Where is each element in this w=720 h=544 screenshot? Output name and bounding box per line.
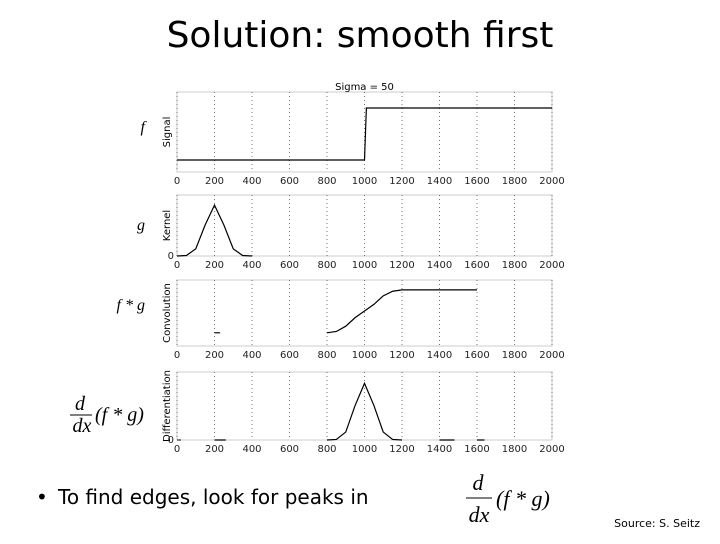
x-tick-label: 1800 xyxy=(502,444,527,455)
x-tick-label: 1600 xyxy=(464,176,489,187)
x-tick-label: 400 xyxy=(242,350,261,361)
signal-line xyxy=(214,289,477,334)
x-tick-label: 800 xyxy=(317,176,336,187)
x-tick-label: 1200 xyxy=(389,176,414,187)
plot-frame xyxy=(176,194,553,257)
x-tick-label: 1600 xyxy=(464,260,489,271)
x-tick-label: 200 xyxy=(205,176,224,187)
x-tick-label: 1800 xyxy=(502,176,527,187)
x-tick-label: 800 xyxy=(317,260,336,271)
x-tick-label: 0 xyxy=(174,444,180,455)
bullet-text: To find edges, look for peaks in xyxy=(57,485,369,509)
y-axis-label: Convolution xyxy=(162,283,173,343)
x-tick-label: 2000 xyxy=(539,350,564,361)
x-tick-label: 1800 xyxy=(502,350,527,361)
x-tick-label: 1200 xyxy=(389,444,414,455)
deriv-expr: (f * g) xyxy=(95,404,144,426)
bullet-expr: (f * g) xyxy=(496,486,550,511)
x-tick-label: 800 xyxy=(317,350,336,361)
x-tick-label: 1600 xyxy=(464,444,489,455)
deriv-den: dx xyxy=(73,415,92,437)
signal-line xyxy=(214,381,485,441)
y-axis-label: Kernel xyxy=(162,210,173,241)
side-label: f xyxy=(141,119,148,136)
x-tick-label: 2000 xyxy=(539,260,564,271)
side-label: f * g xyxy=(117,297,145,314)
x-tick-label: 400 xyxy=(242,444,261,455)
x-tick-label: 1400 xyxy=(427,260,452,271)
x-tick-label: 200 xyxy=(205,260,224,271)
x-tick-label: 2000 xyxy=(539,444,564,455)
x-tick-label: 1800 xyxy=(502,260,527,271)
x-tick-label: 600 xyxy=(280,176,299,187)
y-tick-label: 0 xyxy=(168,251,174,262)
x-tick-label: 200 xyxy=(205,444,224,455)
x-tick-label: 0 xyxy=(174,260,180,271)
source: Source: S. Seitz xyxy=(614,517,700,530)
plot-title: Sigma = 50 xyxy=(335,82,394,93)
side-label: g xyxy=(137,217,145,234)
deriv-num: d xyxy=(75,393,86,415)
x-tick-label: 2000 xyxy=(539,176,564,187)
x-tick-label: 1600 xyxy=(464,350,489,361)
x-tick-label: 0 xyxy=(174,176,180,187)
x-tick-label: 1400 xyxy=(427,350,452,361)
x-tick-label: 600 xyxy=(280,350,299,361)
bullet-num: d xyxy=(473,470,485,495)
x-tick-label: 200 xyxy=(205,350,224,361)
x-tick-label: 1000 xyxy=(352,444,377,455)
x-tick-label: 800 xyxy=(317,444,336,455)
x-tick-label: 1400 xyxy=(427,176,452,187)
x-tick-label: 600 xyxy=(280,260,299,271)
bullet-den: dx xyxy=(469,502,490,527)
x-tick-label: 1000 xyxy=(352,176,377,187)
x-tick-label: 1000 xyxy=(352,350,377,361)
slide-title: Solution: smooth first xyxy=(167,15,554,56)
signal-line xyxy=(176,203,253,257)
x-tick-label: 1400 xyxy=(427,444,452,455)
bullet-dot: • xyxy=(36,485,48,509)
signal-line xyxy=(177,107,552,161)
x-tick-label: 1000 xyxy=(352,260,377,271)
x-tick-label: 1200 xyxy=(389,260,414,271)
y-axis-label: Signal xyxy=(162,117,173,148)
x-tick-label: 400 xyxy=(242,176,261,187)
y-tick-label: 0 xyxy=(168,435,174,446)
y-axis-label: Differentiation xyxy=(162,370,173,442)
x-tick-label: 600 xyxy=(280,444,299,455)
x-tick-label: 400 xyxy=(242,260,261,271)
x-tick-label: 0 xyxy=(174,350,180,361)
x-tick-label: 1200 xyxy=(389,350,414,361)
